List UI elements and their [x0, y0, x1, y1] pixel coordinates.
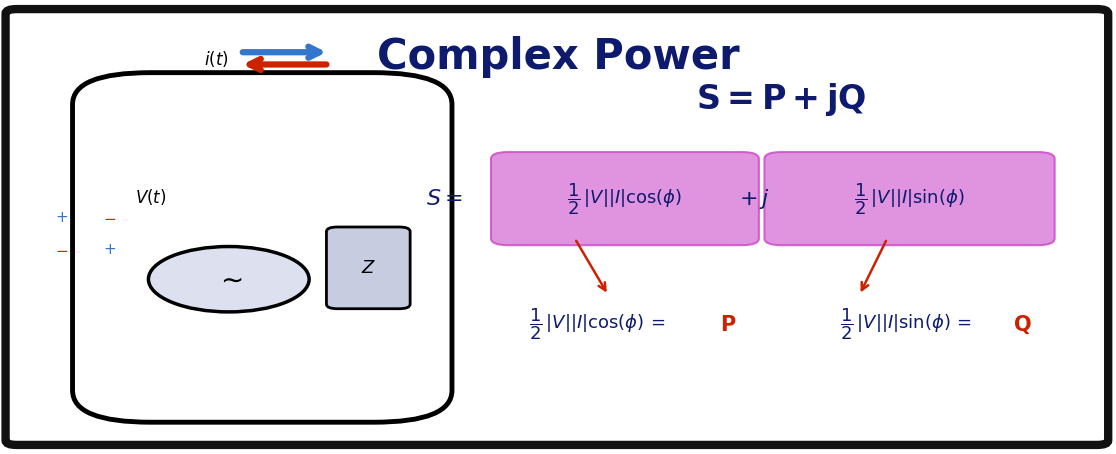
Text: $Z$: $Z$: [360, 259, 376, 277]
Text: $-$: $-$: [55, 242, 68, 257]
Text: $\mathbf{P}$: $\mathbf{P}$: [720, 315, 737, 335]
Text: $\dfrac{1}{2}\,|V||I|\sin(\phi)$: $\dfrac{1}{2}\,|V||I|\sin(\phi)$: [854, 181, 965, 217]
FancyBboxPatch shape: [6, 9, 1108, 445]
FancyBboxPatch shape: [326, 227, 411, 309]
Text: $+$: $+$: [103, 242, 116, 257]
Text: $\mathbf{Q}$: $\mathbf{Q}$: [1013, 313, 1032, 336]
Text: $+\,j$: $+\,j$: [739, 187, 770, 211]
FancyBboxPatch shape: [764, 152, 1055, 245]
Text: $+$: $+$: [55, 210, 68, 226]
Text: $\mathsf{\sim}$: $\mathsf{\sim}$: [215, 265, 242, 293]
Text: $\dfrac{1}{2}\,|V||I|\cos(\phi)\,=\,$: $\dfrac{1}{2}\,|V||I|\cos(\phi)\,=\,$: [529, 307, 665, 342]
Text: $\dfrac{1}{2}\,|V||I|\cos(\phi)$: $\dfrac{1}{2}\,|V||I|\cos(\phi)$: [567, 181, 683, 217]
Text: $-$: $-$: [103, 210, 116, 226]
Text: $\mathbf{S = P + jQ}$: $\mathbf{S = P + jQ}$: [696, 81, 866, 118]
Text: $\dfrac{1}{2}\,|V||I|\sin(\phi)\,{=}$: $\dfrac{1}{2}\,|V||I|\sin(\phi)\,{=}$: [840, 307, 972, 342]
Text: $i(t)$: $i(t)$: [204, 49, 229, 69]
Text: $V(t)$: $V(t)$: [135, 188, 166, 207]
FancyBboxPatch shape: [491, 152, 759, 245]
Circle shape: [148, 247, 309, 312]
Text: $S =$: $S =$: [426, 189, 463, 209]
Text: Complex Power: Complex Power: [377, 36, 739, 78]
